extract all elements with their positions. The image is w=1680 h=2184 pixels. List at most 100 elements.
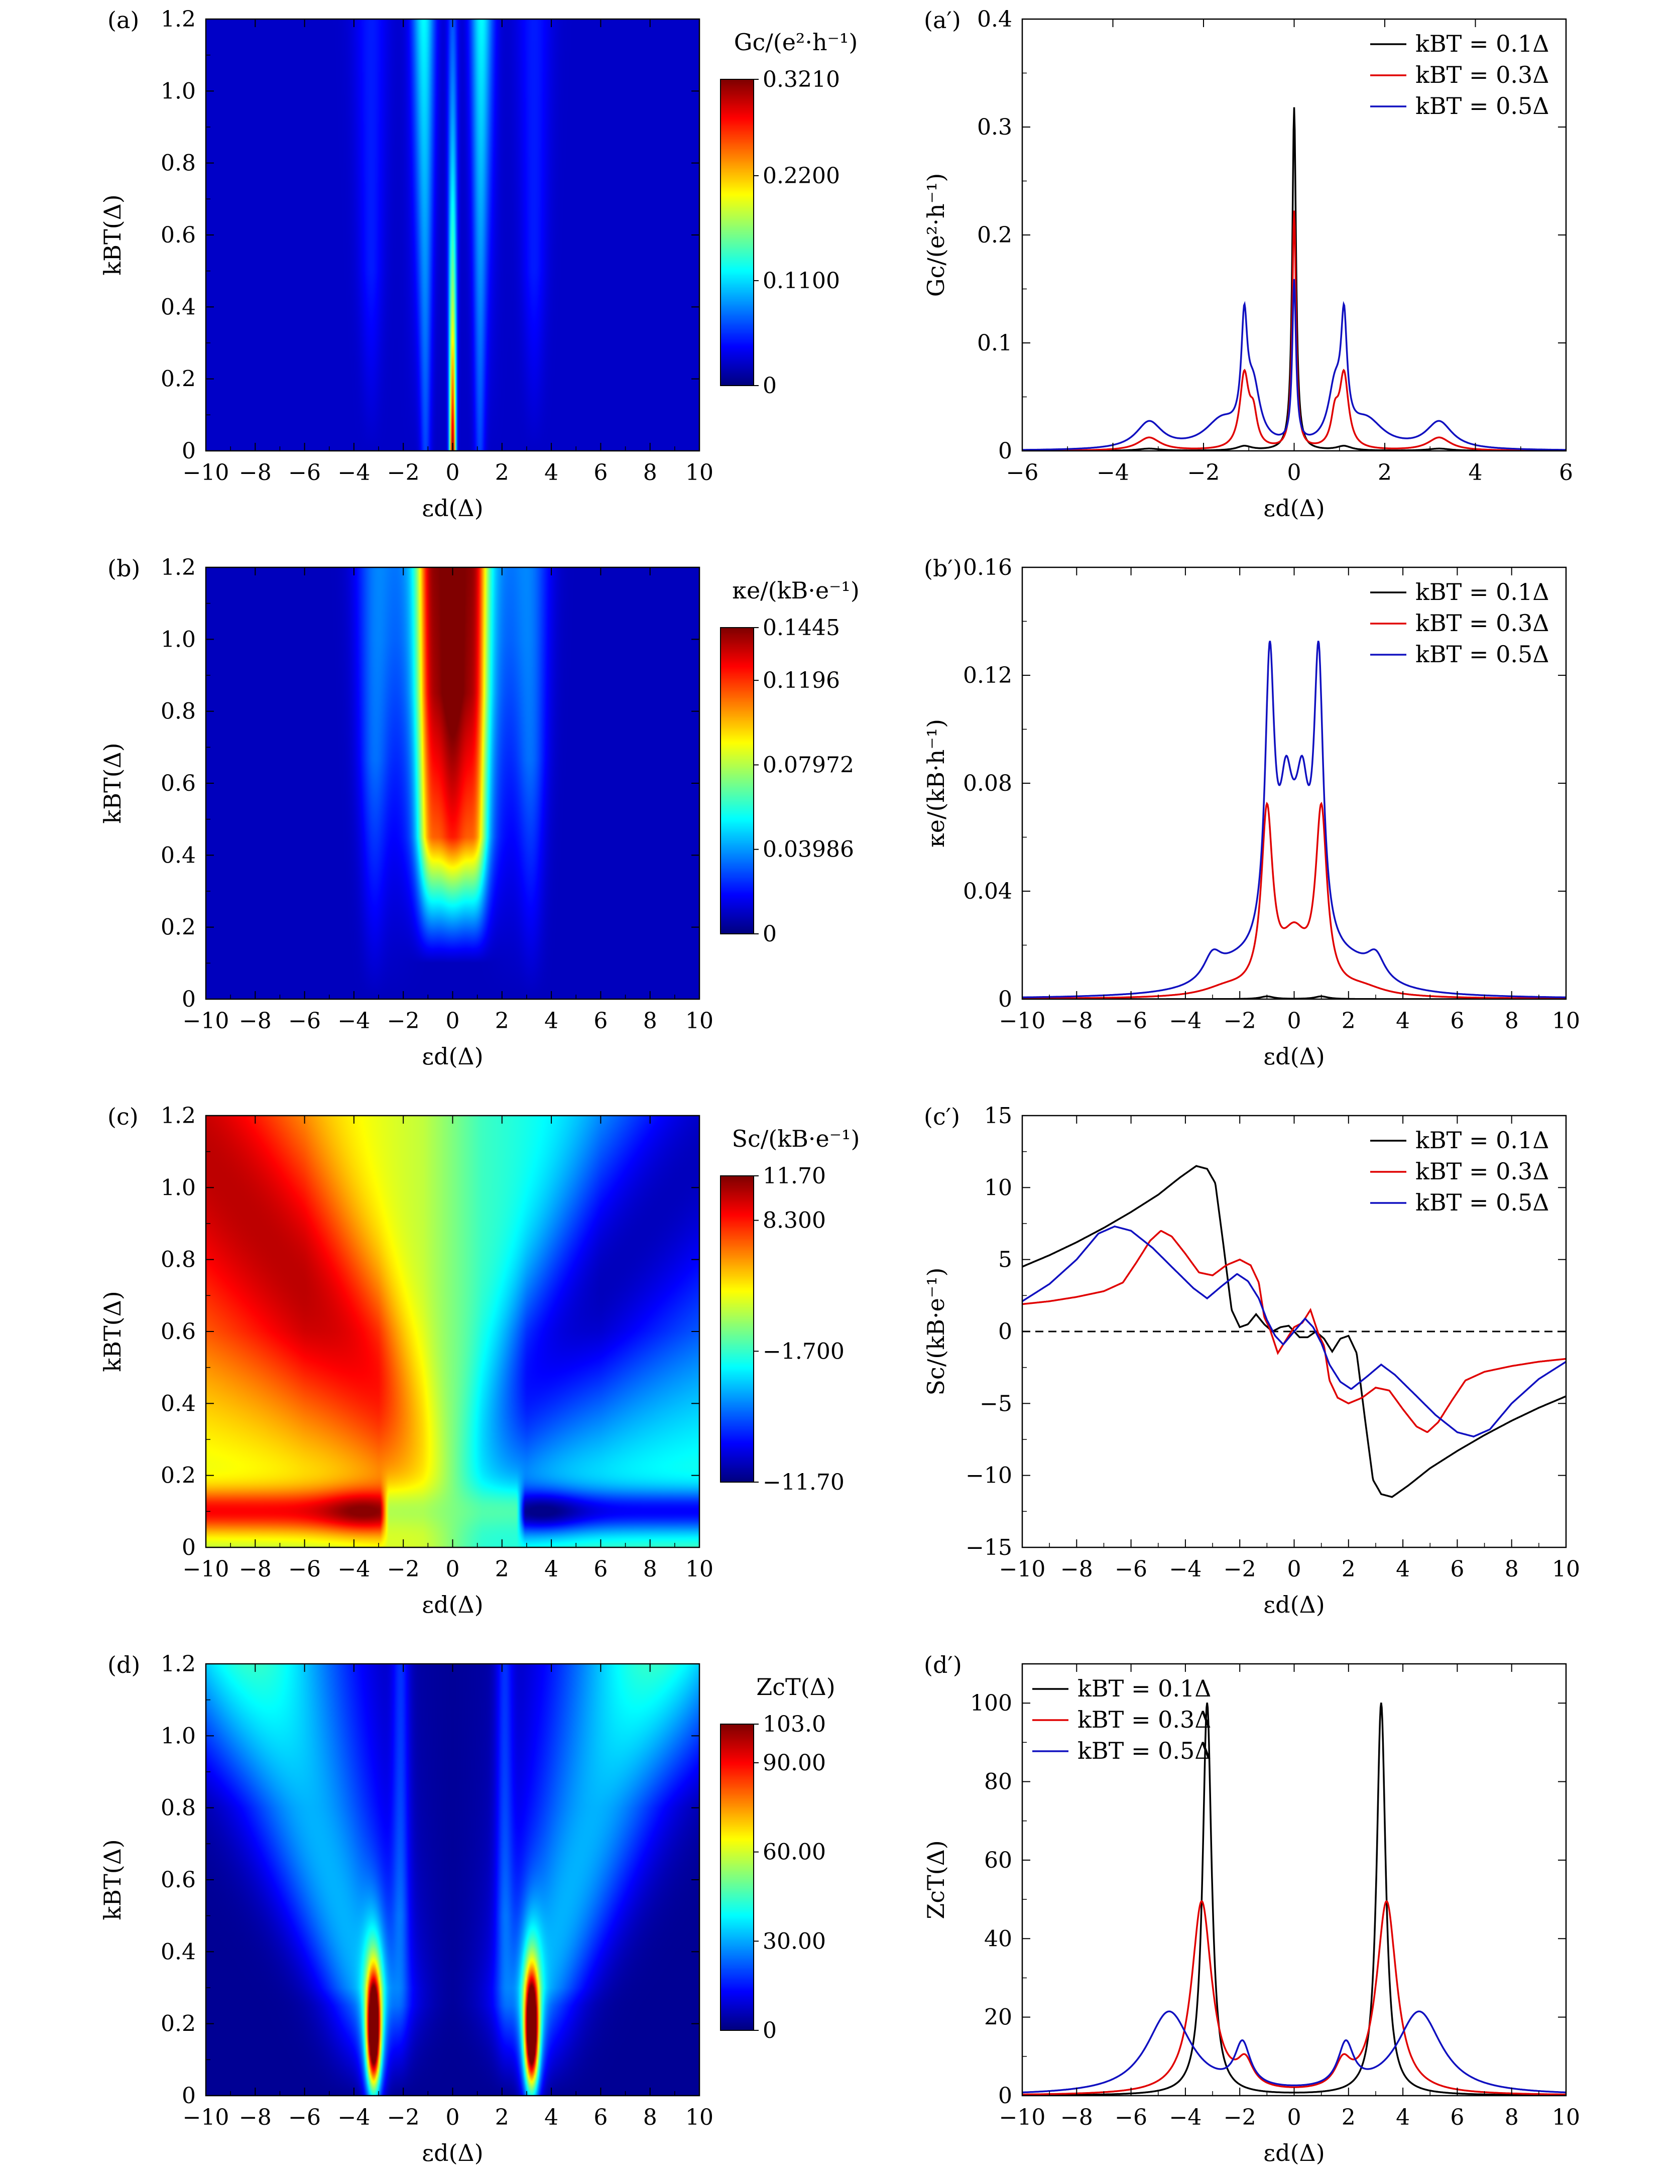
legend-entry: kBT = 0.1Δ <box>1415 578 1549 605</box>
x-tick-label: 8 <box>1505 2105 1519 2130</box>
x-tick-label: 2 <box>1342 1556 1356 1582</box>
x-axis-label: εd(Δ) <box>422 1043 483 1070</box>
x-tick-label: −6 <box>1115 2105 1147 2130</box>
y-tick-label: 0 <box>182 1535 196 1560</box>
x-axis-label: εd(Δ) <box>1263 1591 1325 1618</box>
x-tick-label: −6 <box>288 460 321 486</box>
colorbar-title: Sc/(kB·e⁻¹) <box>732 1125 860 1152</box>
y-tick-label: 0.8 <box>161 699 196 724</box>
x-axis-label: εd(Δ) <box>1263 1043 1325 1070</box>
series-line-2 <box>1022 801 1566 999</box>
y-axis-label: Sc/(kB·e⁻¹) <box>922 1268 949 1396</box>
y-tick-label: 0.08 <box>963 771 1012 796</box>
y-tick-label: 1.2 <box>161 7 196 32</box>
x-tick-label: −8 <box>1060 1008 1093 1034</box>
colorbar-tick-label: 0.07972 <box>763 752 854 778</box>
legend-entry: kBT = 0.5Δ <box>1415 1189 1549 1216</box>
y-tick-label: 0 <box>998 987 1012 1012</box>
heatmap-image <box>206 1664 699 2096</box>
colorbar-tick-label: −11.70 <box>763 1470 845 1495</box>
x-axis-label: εd(Δ) <box>422 2139 483 2166</box>
colorbar-tick-label: 0 <box>763 373 777 399</box>
x-tick-label: −8 <box>1060 2105 1093 2130</box>
x-tick-label: 6 <box>593 460 608 486</box>
y-tick-label: 1.2 <box>161 1103 196 1129</box>
y-axis-label: kBT(Δ) <box>99 1291 126 1372</box>
y-tick-label: 0 <box>998 1319 1012 1345</box>
x-tick-label: −4 <box>337 460 370 486</box>
x-tick-label: 10 <box>1552 1556 1580 1582</box>
colorbar-title: ZcT(Δ) <box>756 1673 835 1701</box>
x-tick-label: −4 <box>337 1008 370 1034</box>
colorbar-tick-label: 8.300 <box>763 1208 826 1234</box>
heatmap-image <box>206 567 699 999</box>
x-tick-label: −6 <box>288 2105 321 2130</box>
x-tick-label: −8 <box>239 1008 272 1034</box>
x-tick-label: 2 <box>1378 460 1392 486</box>
x-tick-label: −6 <box>1115 1008 1147 1034</box>
y-tick-label: 0.2 <box>977 222 1012 248</box>
y-tick-label: 0.2 <box>161 1463 196 1489</box>
y-tick-label: −10 <box>966 1463 1012 1489</box>
x-tick-label: 8 <box>643 1008 657 1034</box>
series-line-2 <box>1022 1900 1566 2096</box>
y-tick-label: 10 <box>984 1175 1012 1200</box>
x-tick-label: 10 <box>685 2105 713 2130</box>
x-tick-label: −6 <box>1115 1556 1147 1582</box>
x-tick-label: −4 <box>337 2105 370 2130</box>
colorbar-tick-label: 30.00 <box>763 1928 826 1954</box>
x-tick-label: 10 <box>1552 2105 1580 2130</box>
y-axis-label: kBT(Δ) <box>99 194 126 275</box>
y-tick-label: 0.4 <box>161 1391 196 1416</box>
x-tick-label: −10 <box>183 1008 229 1034</box>
series-line-2 <box>1022 1230 1566 1433</box>
colorbar-frame <box>720 627 754 934</box>
y-tick-label: 0 <box>998 438 1012 464</box>
y-tick-label: 1.2 <box>161 1651 196 1677</box>
x-tick-label: −4 <box>1169 2105 1202 2130</box>
legend-entry: kBT = 0.3Δ <box>1077 1706 1212 1733</box>
colorbar-tick-label: 11.70 <box>763 1163 826 1189</box>
x-tick-label: −2 <box>1224 1556 1256 1582</box>
x-tick-label: −6 <box>1006 460 1039 486</box>
x-tick-label: 0 <box>446 1008 460 1034</box>
colorbar-tick-label: 60.00 <box>763 1840 826 1865</box>
x-tick-label: 0 <box>1287 460 1301 486</box>
heatmap-image <box>206 19 699 451</box>
x-tick-label: −4 <box>337 1556 370 1582</box>
y-axis-label: κe/(kB·h⁻¹) <box>922 719 949 847</box>
series-line-3 <box>1022 279 1566 451</box>
x-axis-label: εd(Δ) <box>1263 2139 1325 2166</box>
y-tick-label: 0.8 <box>161 1795 196 1821</box>
x-tick-label: −2 <box>387 2105 420 2130</box>
x-tick-label: −8 <box>1060 1556 1093 1582</box>
y-tick-label: 1.0 <box>161 1723 196 1749</box>
y-tick-label: 0 <box>182 2083 196 2109</box>
y-axis-label: kBT(Δ) <box>99 1839 126 1920</box>
x-tick-label: 2 <box>495 460 509 486</box>
panel-c: (c)Sc/(kB·e⁻¹)11.708.300−1.700−11.70−10−… <box>99 1103 860 1618</box>
x-tick-label: 8 <box>1505 1556 1519 1582</box>
colorbar-frame <box>720 79 754 386</box>
colorbar-tick-label: 0 <box>763 2018 777 2043</box>
x-tick-label: 2 <box>495 2105 509 2130</box>
y-tick-label: −5 <box>980 1391 1012 1416</box>
colorbar-tick-label: 103.0 <box>763 1712 826 1737</box>
colorbar <box>721 1724 754 2030</box>
x-tick-label: 2 <box>1342 1008 1356 1034</box>
heatmap-image <box>206 1116 699 1547</box>
legend-entry: kBT = 0.5Δ <box>1415 92 1549 119</box>
y-tick-label: 0.6 <box>161 771 196 796</box>
x-tick-label: 6 <box>1559 460 1573 486</box>
y-tick-label: −15 <box>966 1535 1012 1560</box>
x-tick-label: 10 <box>685 1008 713 1034</box>
x-tick-label: 4 <box>544 2105 558 2130</box>
legend-entry: kBT = 0.1Δ <box>1415 1127 1549 1154</box>
y-tick-label: 1.0 <box>161 78 196 104</box>
x-tick-label: −8 <box>239 1556 272 1582</box>
x-tick-label: 6 <box>1450 1008 1464 1034</box>
y-tick-label: 0.4 <box>161 842 196 868</box>
